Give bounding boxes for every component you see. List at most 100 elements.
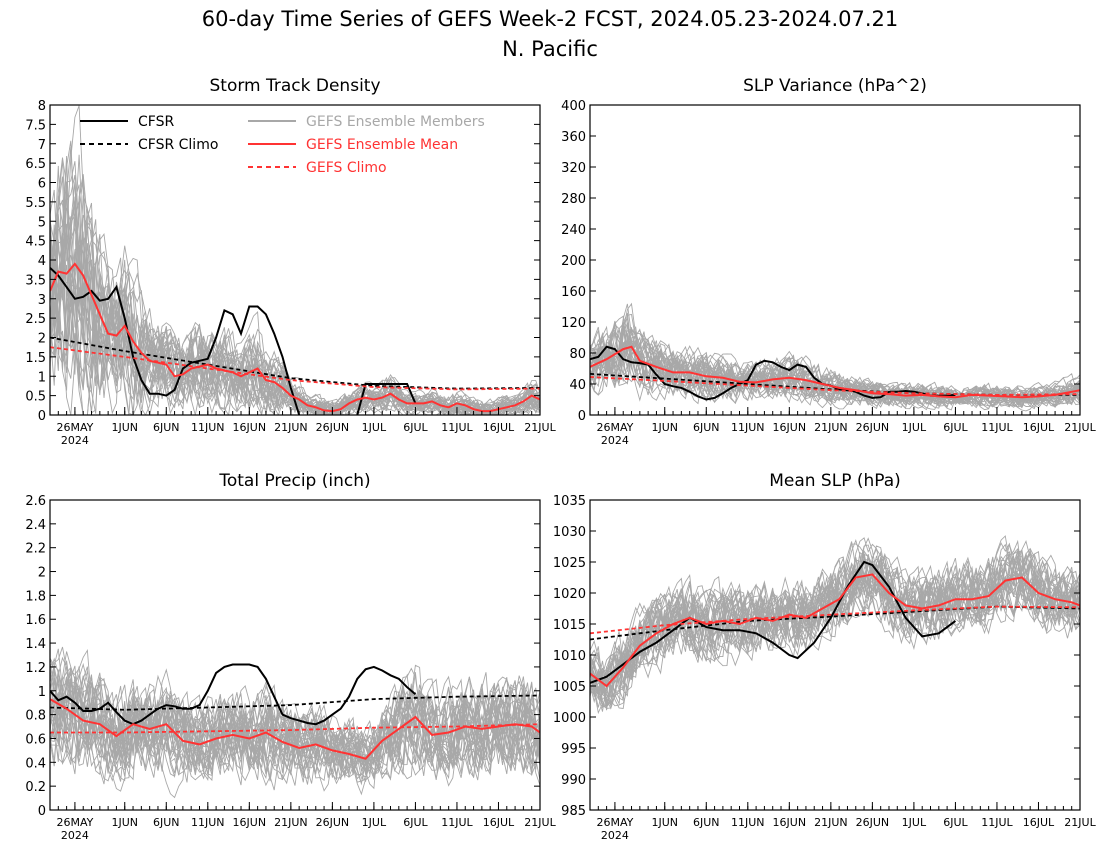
cfsr-line	[590, 560, 956, 684]
y-tick-label: 1.8	[25, 589, 46, 604]
y-tick-label: 2.5	[25, 312, 46, 327]
y-tick-label: 1	[38, 370, 46, 385]
y-tick-label: 6.5	[25, 157, 46, 172]
y-tick-label: 1000	[553, 711, 586, 726]
ensemble-member-line	[590, 325, 1080, 411]
x-tick-label: 11JUL	[441, 421, 473, 434]
ensemble-member-line	[50, 676, 540, 772]
y-tick-label: 0	[38, 804, 46, 819]
x-tick-label: 16JUL	[1023, 816, 1055, 829]
x-tick-label: 6JUN	[693, 816, 720, 829]
y-tick-label: 6	[38, 177, 46, 192]
legend: CFSR CFSR Climo GEFS Ensemble Members GEFS …	[80, 114, 485, 176]
y-tick-label: 2	[38, 332, 46, 347]
x-tick-label: 11JUN	[731, 421, 765, 434]
panel-total-precip: Total Precip (inch) 0 0.2 0.4 0.6 0.8 1 1.2 1.4 1…	[25, 471, 556, 842]
y-tick-label: 0.5	[25, 390, 46, 405]
cfsr-climo-line	[50, 694, 540, 711]
x-tick-label: 6JUN	[693, 421, 720, 434]
panel-title: Storm Track Density	[209, 76, 380, 96]
x-tick-label: 26JUN	[856, 816, 890, 829]
plot-frame	[49, 499, 541, 811]
y-tick-label: 320	[561, 161, 586, 176]
y-tick-label: 0.8	[25, 709, 46, 724]
y-tick-label: 240	[561, 223, 586, 238]
x-tick-label: 16JUL	[1023, 421, 1055, 434]
x-tick-label: 11JUN	[191, 816, 225, 829]
gefs-ensemble-mean-line	[590, 345, 1080, 399]
x-tick-label: 1JUL	[362, 421, 387, 434]
cfsr-line	[356, 383, 417, 415]
legend-label-members: GEFS Ensemble Members	[306, 114, 485, 130]
x-tick-label: 16JUN	[233, 816, 267, 829]
x-tick-label: 26MAY	[56, 816, 93, 829]
y-tick-label: 400	[561, 99, 586, 114]
y-tick-label: 0	[38, 409, 46, 424]
y-tick-label: 2.4	[25, 518, 46, 533]
y-tick-label: 4	[38, 254, 46, 269]
x-tick-label: 11JUN	[191, 421, 225, 434]
x-tick-label: 11JUL	[981, 816, 1013, 829]
y-tick-label: 1015	[553, 618, 586, 633]
x-tick-label: 1JUL	[362, 816, 387, 829]
plot-area	[590, 535, 1080, 715]
y-tick-label: 995	[561, 742, 586, 757]
y-tick-label: 120	[561, 316, 586, 331]
x-tick-label: 11JUN	[731, 816, 765, 829]
x-tick-label: 1JUN	[111, 816, 138, 829]
y-tick-label: 7	[38, 138, 46, 153]
y-tick-label: 1.4	[25, 637, 46, 652]
ensemble-member-line	[590, 312, 1080, 410]
figure-title: 60-day Time Series of GEFS Week-2 FCST, …	[202, 7, 899, 31]
y-tick-label: 4.5	[25, 235, 46, 250]
y-tick-label: 160	[561, 285, 586, 300]
ensemble-member-line	[590, 559, 1080, 676]
y-tick-label: 360	[561, 130, 586, 145]
ensemble-member-line	[50, 230, 540, 415]
x-tick-label: 6JUL	[943, 421, 968, 434]
y-tick-label: 7.5	[25, 118, 46, 133]
x-tick-label: 26JUN	[316, 816, 350, 829]
y-tick-label: 1	[38, 685, 46, 700]
y-tick-label: 0	[578, 409, 586, 424]
y-tick-label: 0.4	[25, 756, 46, 771]
y-tick-label: 990	[561, 773, 586, 788]
y-tick-label: 1005	[553, 680, 586, 695]
y-tick-label: 0.2	[25, 780, 46, 795]
ensemble-member-line	[50, 232, 540, 415]
x-tick-label: 21JUL	[1064, 816, 1096, 829]
x-tick-label: 21JUL	[524, 816, 556, 829]
y-tick-label: 985	[561, 804, 586, 819]
y-tick-label: 5	[38, 215, 46, 230]
ensemble-member-line	[590, 539, 1080, 708]
x-tick-label: 1JUN	[651, 421, 678, 434]
y-tick-label: 1.5	[25, 351, 46, 366]
x-tick-label: 16JUL	[483, 421, 515, 434]
x-tick-label: 6JUL	[943, 816, 968, 829]
ensemble-member-line	[590, 537, 1080, 708]
gefs-climo-line	[590, 605, 1080, 635]
x-year-label: 2024	[601, 829, 629, 842]
y-tick-label: 200	[561, 254, 586, 269]
gefs-ensemble-mean-line	[50, 262, 540, 413]
y-tick-label: 1020	[553, 587, 586, 602]
x-tick-label: 16JUN	[233, 421, 267, 434]
plot-area	[50, 105, 540, 415]
y-tick-label: 1.6	[25, 613, 46, 628]
y-tick-label: 1.2	[25, 661, 46, 676]
x-tick-label: 11JUL	[981, 421, 1013, 434]
cfsr-line	[50, 663, 417, 726]
ensemble-member-line	[50, 666, 540, 792]
ensemble-member-line	[50, 691, 540, 775]
plot-area	[590, 302, 1080, 412]
y-tick-label: 2.2	[25, 542, 46, 557]
x-tick-label: 26JUN	[316, 421, 350, 434]
legend-label-gefs-mean: GEFS Ensemble Mean	[306, 137, 458, 153]
y-tick-label: 3	[38, 293, 46, 308]
x-tick-label: 16JUN	[773, 816, 807, 829]
y-tick-label: 1010	[553, 649, 586, 664]
legend-label-cfsr-climo: CFSR Climo	[138, 137, 218, 153]
x-tick-label: 26MAY	[596, 421, 633, 434]
panel-title: Mean SLP (hPa)	[769, 471, 901, 491]
x-year-label: 2024	[601, 434, 629, 447]
